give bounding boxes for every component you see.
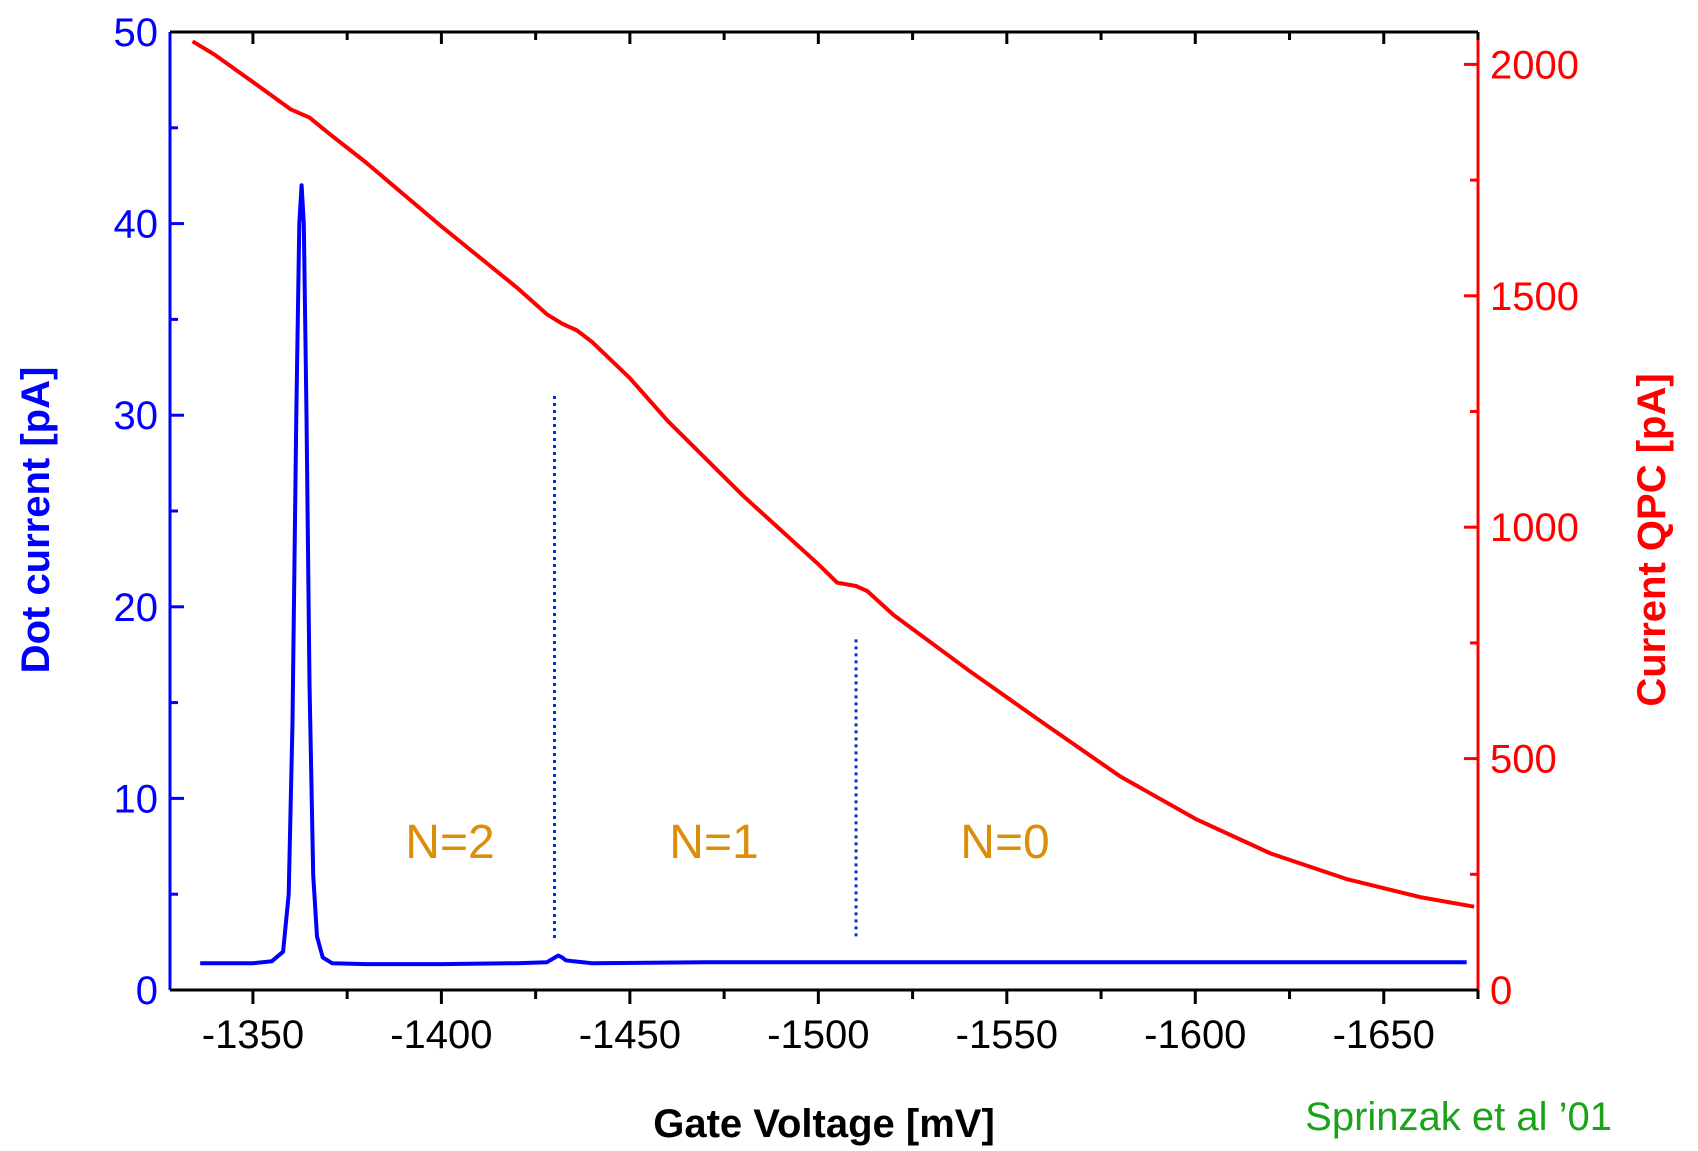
x-tick-label: -1600: [1144, 1013, 1246, 1057]
x-tick-label: -1350: [202, 1013, 304, 1057]
x-tick-label: -1450: [579, 1013, 681, 1057]
region-label-n0: N=0: [960, 816, 1049, 869]
region-label-n1: N=1: [669, 816, 758, 869]
dot-current-line: [200, 183, 1467, 967]
right-tick-label: 2000: [1490, 43, 1579, 87]
right-tick-label: 1000: [1490, 506, 1579, 550]
left-tick-label: 50: [114, 11, 159, 55]
left-tick-label: 20: [114, 586, 159, 630]
x-axis: -1350 -1400 -1450 -1500 -1550 -1600 -1650: [170, 30, 1480, 1057]
region-label-n2: N=2: [405, 816, 494, 869]
x-tick-label: -1550: [956, 1013, 1058, 1057]
qpc-current-line: [191, 39, 1475, 909]
right-y-axis: 0 500 1000 1500 2000: [1464, 32, 1579, 1013]
right-axis-title: Current QPC [pA]: [1630, 373, 1674, 706]
source-credit: Sprinzak et al ’01: [1305, 1095, 1612, 1139]
left-tick-label: 0: [136, 969, 158, 1013]
right-tick-label: 1500: [1490, 275, 1579, 319]
left-tick-label: 10: [114, 777, 159, 821]
x-tick-label: -1400: [390, 1013, 492, 1057]
x-tick-label: -1500: [767, 1013, 869, 1057]
x-tick-label: -1650: [1333, 1013, 1435, 1057]
right-tick-label: 500: [1490, 738, 1557, 782]
right-tick-label: 0: [1490, 969, 1512, 1013]
series-lines: [191, 39, 1475, 967]
x-axis-title: Gate Voltage [mV]: [653, 1102, 995, 1146]
left-y-axis: 0 10 20 30 40 50: [114, 11, 184, 1013]
left-axis-title: Dot current [pA]: [14, 367, 58, 674]
left-tick-label: 30: [114, 394, 159, 438]
region-boundaries: [552, 396, 858, 941]
left-tick-label: 40: [114, 203, 159, 247]
